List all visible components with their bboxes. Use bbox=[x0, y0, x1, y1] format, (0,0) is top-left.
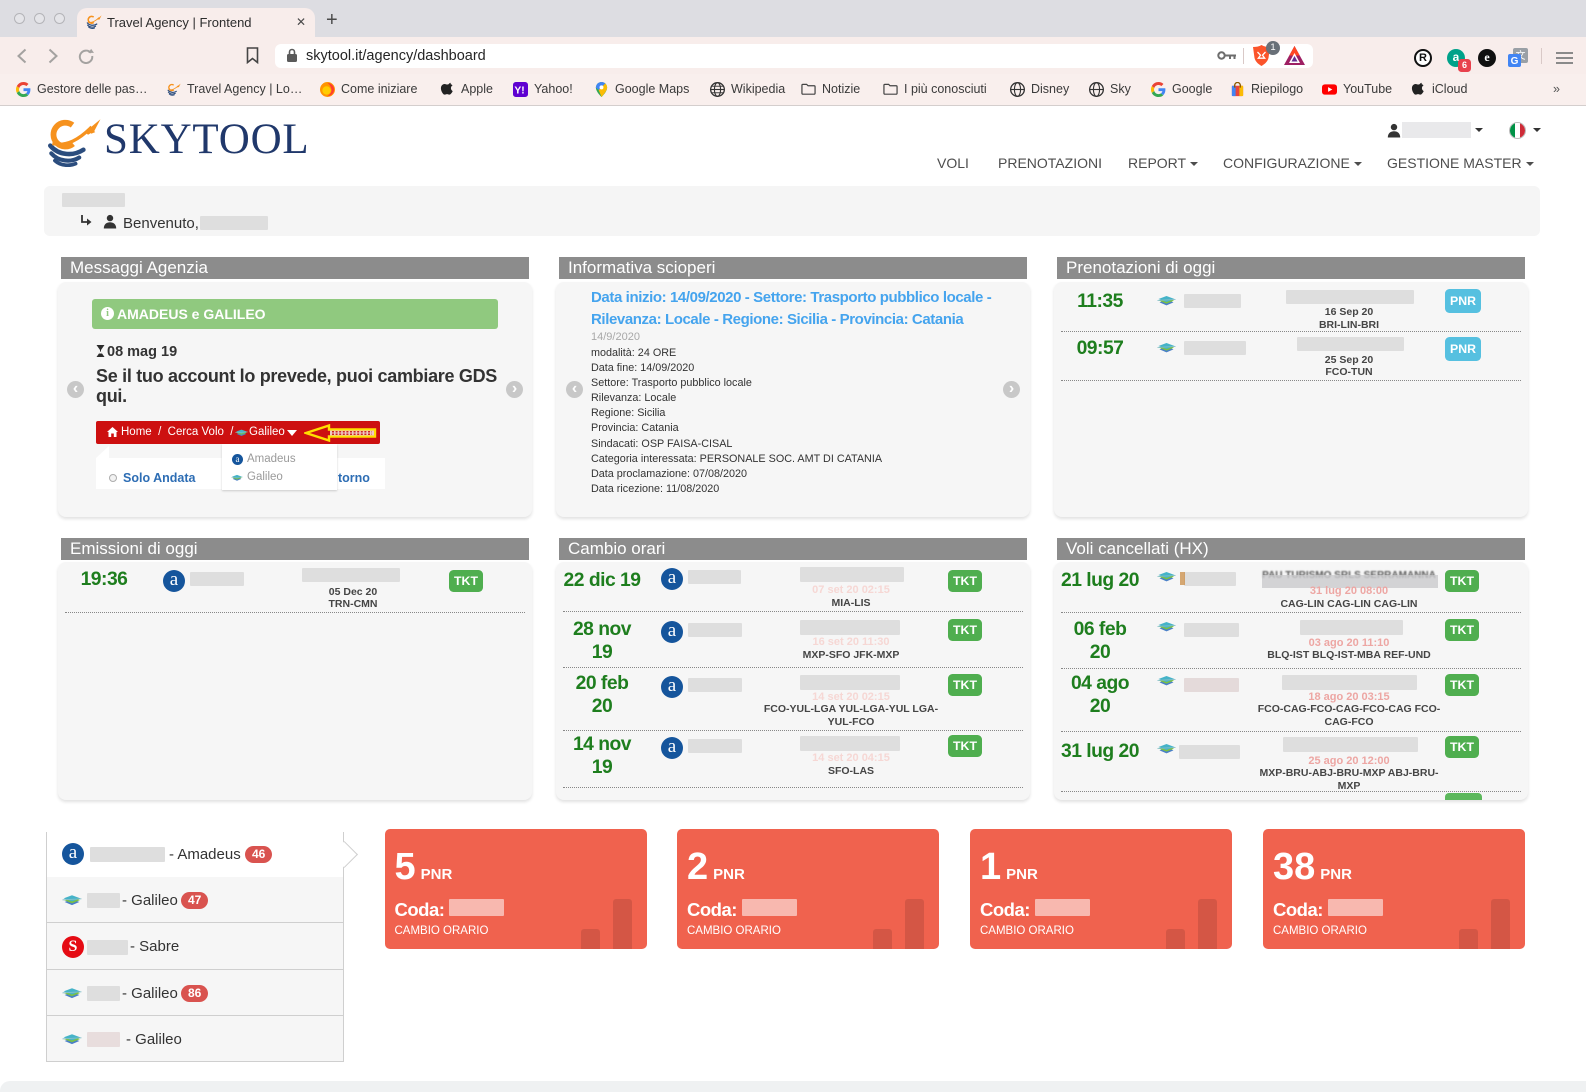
svg-text:Y!: Y! bbox=[514, 85, 524, 96]
svg-text:G: G bbox=[1511, 56, 1519, 67]
